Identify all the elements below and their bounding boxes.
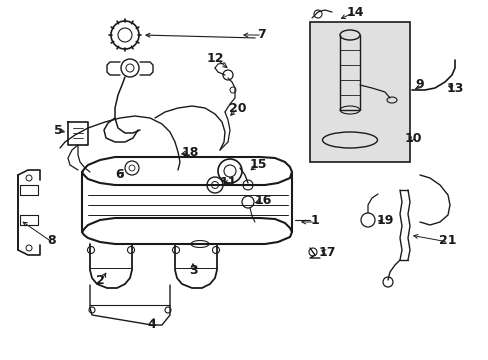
Text: 13: 13 — [446, 81, 463, 94]
Text: 2: 2 — [96, 274, 104, 287]
Bar — [309, 22, 409, 162]
Text: 7: 7 — [257, 28, 266, 41]
Text: 8: 8 — [48, 234, 56, 247]
Text: 20: 20 — [229, 102, 246, 114]
Text: 14: 14 — [346, 5, 363, 18]
Text: 15: 15 — [249, 158, 266, 171]
Text: 17: 17 — [318, 246, 335, 258]
Text: 1: 1 — [310, 213, 319, 226]
Text: 4: 4 — [147, 319, 156, 332]
Text: 12: 12 — [206, 51, 224, 64]
Text: 19: 19 — [376, 213, 393, 226]
Text: 3: 3 — [188, 264, 197, 276]
Text: 9: 9 — [415, 78, 424, 91]
Text: 18: 18 — [181, 145, 198, 158]
Text: 21: 21 — [438, 234, 456, 247]
Text: 11: 11 — [219, 175, 236, 189]
Text: 16: 16 — [254, 194, 271, 207]
Text: 10: 10 — [404, 131, 421, 144]
Text: 6: 6 — [116, 168, 124, 181]
Text: 5: 5 — [54, 123, 62, 136]
